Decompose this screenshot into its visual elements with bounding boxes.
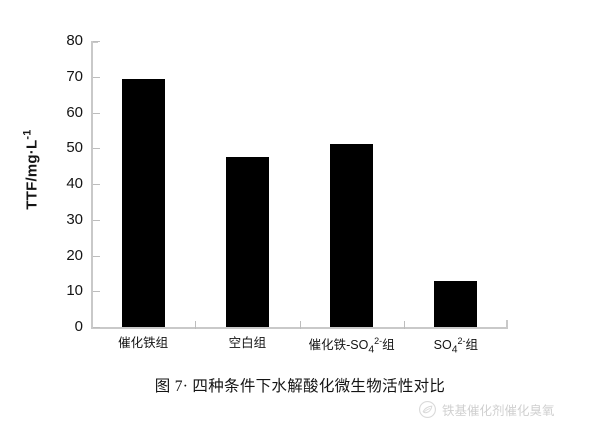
- y-tick-label: 40: [66, 175, 83, 192]
- x-category-superscript: 2-: [457, 336, 466, 346]
- y-tick-label: 70: [66, 67, 83, 85]
- x-category-base: SO: [433, 338, 452, 353]
- bar: [121, 78, 165, 327]
- y-tick: [93, 76, 100, 78]
- y-tick-label: 30: [66, 210, 83, 228]
- y-tick: [93, 291, 100, 293]
- x-category-label: SO42-组: [404, 337, 508, 356]
- x-tick: [403, 321, 405, 329]
- x-category-subscript: 4: [368, 344, 375, 356]
- x-category-superscript: 2-: [374, 336, 383, 346]
- x-category-subscript: 4: [451, 344, 458, 356]
- x-tick: [195, 321, 197, 329]
- bar: [434, 281, 478, 327]
- y-axis-top-cap: [91, 41, 98, 43]
- x-category-base: 催化铁组: [118, 336, 169, 350]
- x-tick: [299, 321, 301, 329]
- y-tick: [93, 255, 100, 257]
- y-axis-title: TTF/mg·L-1: [22, 110, 41, 230]
- y-tick-label: 10: [66, 282, 83, 300]
- y-tick-label: 0: [74, 318, 83, 335]
- y-axis-line: [91, 41, 93, 327]
- plot-area: 0 10 20 30 40 50 60 70 80 催化铁组 空白组 催化铁-SO42-组 SO42-…: [66, 33, 508, 355]
- y-tick-label: 80: [66, 32, 83, 49]
- bar: [225, 156, 269, 327]
- x-category-label: 空白组: [195, 337, 299, 350]
- x-category-tail: 组: [382, 338, 395, 353]
- watermark: 铁基催化剂催化臭氧: [418, 400, 555, 419]
- watermark-text: 铁基催化剂催化臭氧: [442, 404, 555, 418]
- x-category-tail: 组: [465, 338, 479, 353]
- y-tick-label: 50: [66, 139, 83, 157]
- x-category-label: 催化铁组: [91, 337, 195, 350]
- y-axis-title-superscript: -1: [21, 129, 34, 140]
- bar: [330, 143, 374, 327]
- x-category-base: 空白组: [228, 336, 267, 350]
- y-tick: [93, 184, 100, 185]
- y-axis-title-base: TTF/mg·L: [23, 139, 41, 210]
- x-category-base: 催化铁-SO: [308, 338, 369, 353]
- y-tick: [93, 219, 100, 221]
- y-tick-label: 20: [66, 246, 83, 264]
- y-tick: [93, 148, 100, 150]
- x-axis-right-cap: [506, 320, 508, 329]
- y-tick-label: 60: [66, 103, 83, 121]
- figure-caption: 图 7· 四种条件下水解酸化微生物活性对比: [154, 378, 446, 395]
- y-tick: [93, 41, 100, 42]
- y-tick: [93, 112, 100, 114]
- circular-leaf-logo-icon: [418, 400, 437, 419]
- y-tick: [93, 327, 100, 328]
- x-category-label: 催化铁-SO42-组: [300, 337, 404, 356]
